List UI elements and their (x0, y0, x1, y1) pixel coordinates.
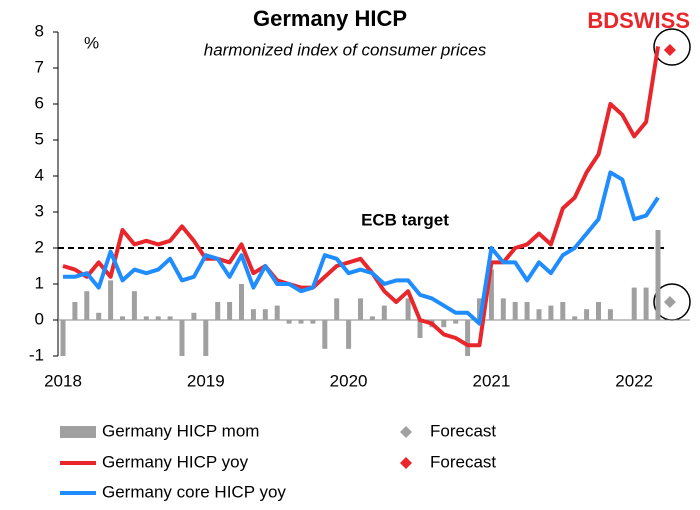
y-tick-label: 4 (35, 165, 44, 184)
bar (60, 320, 66, 356)
forecast-marker (663, 44, 676, 56)
bar (453, 320, 459, 324)
bar (346, 320, 352, 349)
bar (155, 316, 161, 320)
y-tick-label: 6 (35, 93, 44, 112)
bar (572, 316, 578, 320)
x-tick-label: 2022 (615, 371, 653, 390)
bar (203, 320, 209, 356)
bar (215, 302, 221, 320)
legend-label: Forecast (430, 421, 496, 440)
bar (596, 302, 601, 320)
bar (262, 309, 268, 320)
bar (548, 305, 554, 320)
y-tick-label: 7 (35, 57, 44, 76)
bar (322, 320, 328, 349)
bar (286, 320, 292, 324)
legend-swatch (400, 457, 412, 469)
bar (274, 305, 280, 320)
bar (512, 302, 518, 320)
y-tick-label: -1 (29, 345, 44, 364)
legend-swatch (60, 426, 96, 438)
y-tick-label: 8 (35, 21, 44, 40)
bar (584, 309, 590, 320)
bar (500, 298, 506, 320)
bar (143, 316, 149, 320)
bar (488, 269, 494, 320)
bar (441, 320, 447, 328)
bar (131, 291, 137, 320)
legend-label: Germany core HICP yoy (102, 482, 286, 501)
x-tick-label: 2019 (187, 371, 225, 390)
bar (405, 298, 411, 320)
bar (334, 298, 340, 320)
bar (72, 302, 78, 320)
line (62, 46, 660, 348)
y-tick-label: 2 (35, 237, 44, 256)
bar (655, 230, 661, 320)
bar (607, 309, 613, 320)
bar (84, 291, 90, 320)
bar (381, 305, 387, 320)
bar (310, 320, 316, 324)
legend-label: Germany HICP yoy (102, 452, 249, 471)
bar (417, 320, 423, 338)
bar (465, 320, 471, 356)
x-tick-label: 2021 (472, 371, 510, 390)
bar (239, 284, 244, 320)
bar (191, 312, 197, 320)
bar (643, 287, 649, 320)
bar (369, 316, 375, 320)
bar (536, 309, 542, 320)
bar (108, 280, 114, 320)
y-tick-label: 5 (35, 129, 44, 148)
bar (179, 320, 185, 356)
y-unit: % (84, 33, 99, 52)
bar (167, 316, 173, 320)
x-tick-label: 2018 (44, 371, 82, 390)
y-tick-label: 0 (35, 309, 44, 328)
forecast-marker (663, 296, 676, 308)
bar (298, 320, 304, 324)
bar (250, 309, 256, 320)
bar (96, 312, 102, 320)
chart-title: Germany HICP (253, 6, 407, 31)
y-tick-label: 3 (35, 201, 44, 220)
legend-swatch (400, 426, 412, 438)
x-tick-label: 2020 (330, 371, 368, 390)
bar (227, 302, 233, 320)
highlight-circle (653, 28, 691, 66)
bar (560, 302, 566, 320)
y-tick-label: 1 (35, 273, 44, 292)
bar (120, 316, 125, 320)
bar (358, 298, 363, 320)
bar (631, 287, 637, 320)
chart-subtitle: harmonized index of consumer prices (204, 40, 487, 59)
legend-label: Germany HICP mom (102, 421, 259, 440)
legend-label: Forecast (430, 452, 496, 471)
bar (524, 302, 530, 320)
bar (477, 298, 482, 320)
line (63, 170, 660, 326)
annotation: ECB target (361, 210, 449, 229)
